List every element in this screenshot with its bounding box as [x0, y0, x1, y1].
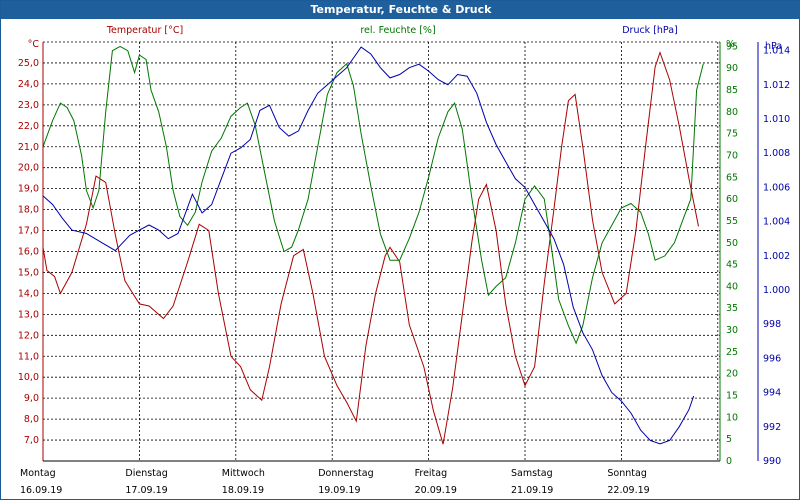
chart-axes — [42, 42, 759, 462]
tick-label-temperature: 16,0 — [18, 247, 39, 258]
tick-label-humidity: 35 — [726, 303, 738, 314]
tick-label-temperature: 15,0 — [18, 267, 39, 278]
x-label-day: Montag — [20, 468, 56, 479]
tick-label-pressure: 994 — [763, 388, 781, 399]
tick-label-temperature: 12,0 — [18, 330, 39, 341]
tick-label-humidity: 30 — [726, 325, 738, 336]
tick-label-temperature: 14,0 — [18, 288, 39, 299]
x-label-date: 20.09.19 — [415, 485, 457, 496]
tick-label-pressure: 998 — [763, 319, 781, 330]
legend-humidity: rel. Feuchte [%] — [360, 25, 435, 36]
x-label-day: Samstag — [511, 468, 553, 479]
tick-label-humidity: 40 — [726, 281, 738, 292]
legend-pressure: Druck [hPa] — [622, 25, 678, 36]
tick-label-temperature: 18,0 — [18, 205, 39, 216]
tick-label-humidity: 70 — [726, 150, 738, 161]
tick-label-temperature: 25,0 — [18, 58, 39, 69]
tick-label-pressure: 1.000 — [763, 285, 790, 296]
tick-label-temperature: 9,0 — [24, 393, 39, 404]
series-line-humidity — [42, 45, 704, 345]
x-label-date: 22.09.19 — [607, 485, 649, 496]
window-title: Temperatur, Feuchte & Druck — [1, 1, 800, 19]
x-label-day: Freitag — [415, 468, 448, 479]
chart-grid — [43, 41, 720, 461]
x-label-date: 16.09.19 — [20, 485, 62, 496]
unit-label-humidity: % — [726, 39, 735, 50]
x-label-day: Donnerstag — [318, 468, 373, 479]
x-label-date: 19.09.19 — [318, 485, 360, 496]
tick-label-pressure: 992 — [763, 422, 781, 433]
tick-label-pressure: 1.012 — [763, 80, 790, 91]
tick-label-humidity: 10 — [726, 412, 738, 423]
x-label-day: Sonntag — [607, 468, 646, 479]
x-label-date: 17.09.19 — [125, 485, 167, 496]
tick-label-temperature: 23,0 — [18, 100, 39, 111]
tick-label-humidity: 45 — [726, 260, 738, 271]
tick-label-temperature: 10,0 — [18, 372, 39, 383]
tick-label-humidity: 5 — [726, 434, 732, 445]
tick-label-humidity: 75 — [726, 129, 738, 140]
tick-label-pressure: 1.006 — [763, 182, 790, 193]
tick-label-humidity: 55 — [726, 216, 738, 227]
tick-label-pressure: 990 — [763, 456, 781, 467]
tick-label-pressure: 1.004 — [763, 217, 790, 228]
x-label-date: 21.09.19 — [511, 485, 553, 496]
tick-label-temperature: 13,0 — [18, 309, 39, 320]
chart-labels: 25,0 24,0 23,0 22,0 21,0 20,0 19,0 18,0 17,0 16,0… — [18, 25, 790, 496]
tick-label-pressure: 1.002 — [763, 251, 790, 262]
tick-label-humidity: 20 — [726, 369, 738, 380]
tick-label-humidity: 85 — [726, 85, 738, 96]
tick-label-humidity: 15 — [726, 391, 738, 402]
tick-label-temperature: 17,0 — [18, 226, 39, 237]
tick-label-temperature: 21,0 — [18, 142, 39, 153]
tick-label-temperature: 22,0 — [18, 121, 39, 132]
tick-label-humidity: 65 — [726, 172, 738, 183]
chart-series — [42, 45, 704, 445]
tick-label-temperature: 11,0 — [18, 351, 39, 362]
unit-label-pressure: hPa — [765, 41, 782, 52]
tick-label-humidity: 25 — [726, 347, 738, 358]
tick-label-humidity: 80 — [726, 107, 738, 118]
series-line-temperature — [42, 50, 699, 445]
x-label-day: Mittwoch — [222, 468, 265, 479]
tick-label-humidity: 0 — [726, 456, 732, 467]
tick-label-pressure: 1.008 — [763, 148, 790, 159]
legend-temperature: Temperatur [°C] — [106, 25, 183, 36]
tick-label-pressure: 1.014 — [763, 46, 790, 57]
tick-label-temperature: 8,0 — [24, 414, 39, 425]
tick-label-pressure: 1.010 — [763, 114, 790, 125]
tick-label-humidity: 90 — [726, 63, 738, 74]
x-label-day: Dienstag — [125, 468, 167, 479]
tick-label-temperature: 7,0 — [24, 435, 39, 446]
tick-label-temperature: 20,0 — [18, 163, 39, 174]
x-label-date: 18.09.19 — [222, 485, 264, 496]
tick-label-humidity: 60 — [726, 194, 738, 205]
tick-label-pressure: 996 — [763, 353, 781, 364]
series-line-pressure — [42, 46, 695, 445]
unit-label-temperature: °C — [28, 39, 40, 50]
tick-label-humidity: 95 — [726, 41, 738, 52]
tick-label-humidity: 50 — [726, 238, 738, 249]
tick-label-temperature: 24,0 — [18, 79, 39, 90]
tick-label-temperature: 19,0 — [18, 184, 39, 195]
